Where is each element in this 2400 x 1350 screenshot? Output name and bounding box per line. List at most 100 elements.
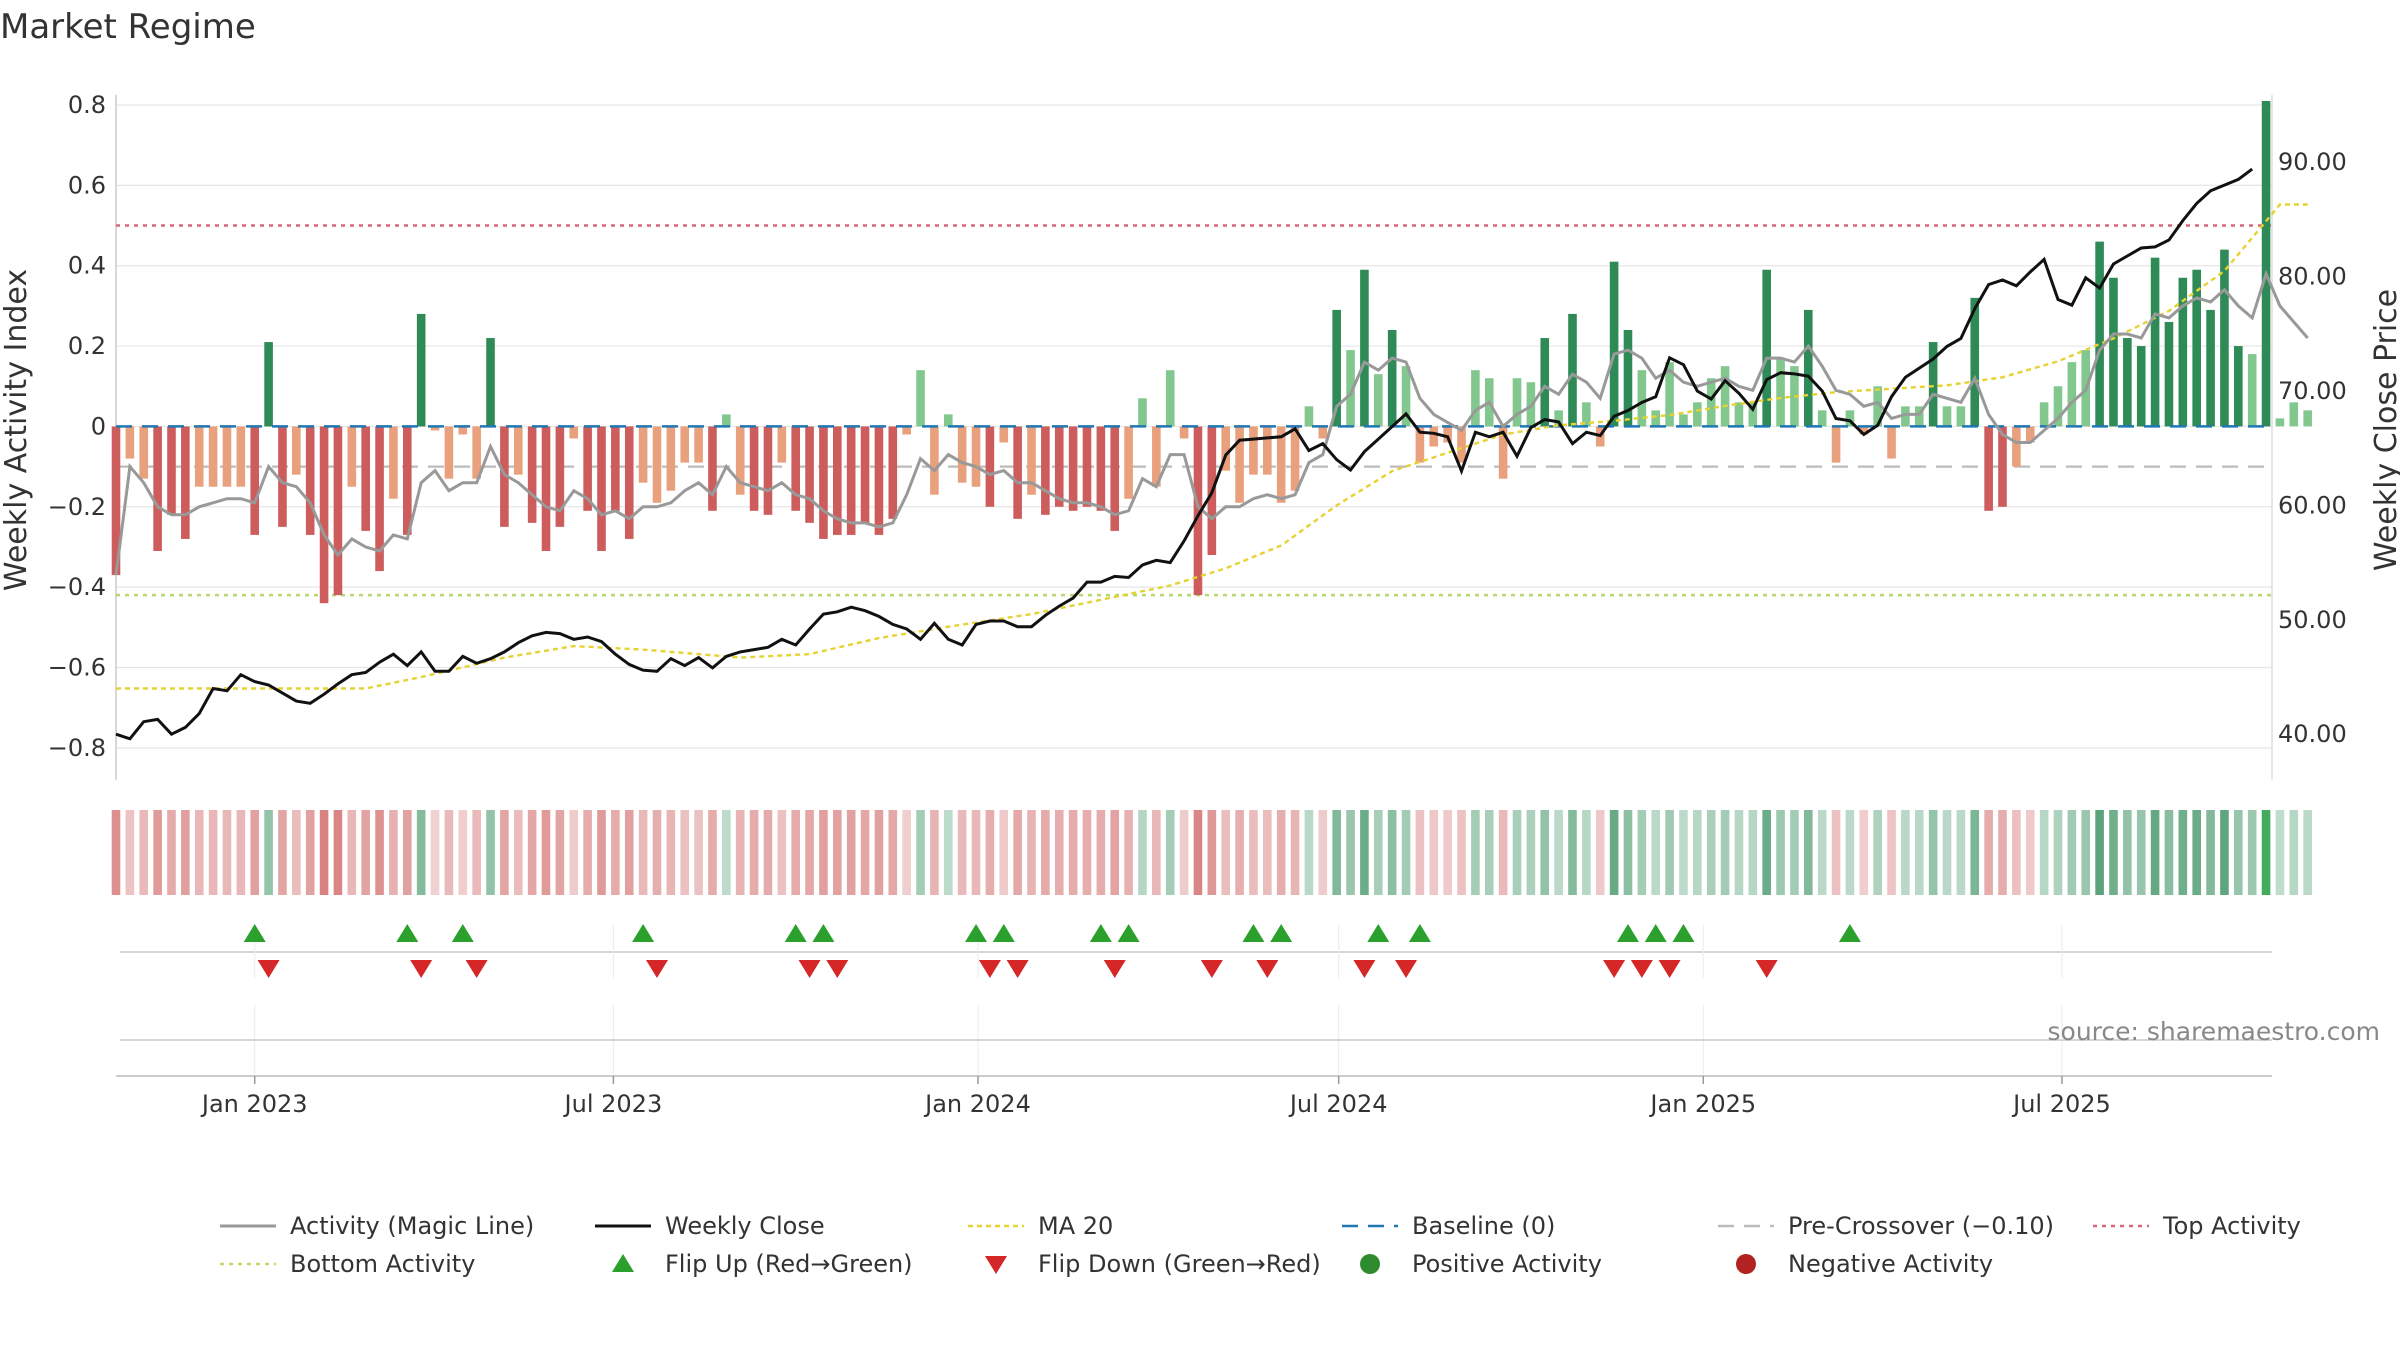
regime-cell <box>971 810 981 895</box>
regime-cell <box>208 810 218 895</box>
regime-cell <box>1817 810 1827 895</box>
date-axis-panel: Jan 2023 Jul 2023 Jan 2024 Jul 2024 Jan 2025… <box>116 1005 2272 1118</box>
legend-item-baseline: Baseline (0) <box>1342 1212 1555 1240</box>
activity-bar <box>1623 330 1633 427</box>
regime-cell <box>1290 810 1300 895</box>
regime-cell <box>1526 810 1536 895</box>
regime-cell <box>1041 810 1050 895</box>
activity-bar <box>1249 426 1258 475</box>
activity-bar <box>2095 241 2104 427</box>
legend-item-precross: Pre-Crossover (−0.10) <box>1718 1212 2054 1240</box>
activity-bar <box>1873 386 1882 427</box>
activity-bar <box>860 426 870 523</box>
activity-bar <box>167 426 176 515</box>
legend-label-close: Weekly Close <box>665 1212 825 1240</box>
regime-cell <box>1568 810 1577 895</box>
activity-bar <box>292 426 301 475</box>
regime-cell <box>957 810 967 895</box>
regime-cell <box>292 810 301 895</box>
regime-cell <box>1110 810 1120 895</box>
activity-bar <box>638 426 648 483</box>
activity-bar <box>361 426 370 531</box>
activity-bar <box>1804 309 1813 427</box>
activity-bar <box>2109 277 2118 427</box>
regime-cell <box>2206 810 2215 895</box>
regime-cell <box>708 810 717 895</box>
activity-bar <box>1068 426 1078 511</box>
y2-axis-label: Weekly Close Price <box>2369 289 2400 571</box>
regime-cell <box>2150 810 2160 895</box>
activity-bar <box>125 426 135 459</box>
y2-tick-label: 80.00 <box>2278 263 2347 291</box>
activity-bar <box>347 426 357 487</box>
y2-tick-label: 90.00 <box>2278 148 2347 176</box>
activity-bar <box>1429 426 1439 447</box>
activity-bar <box>1554 410 1563 427</box>
regime-cell <box>1096 810 1106 895</box>
regime-cell <box>1332 810 1341 895</box>
flip-up-marker <box>1672 924 1695 942</box>
activity-bar <box>1221 426 1231 471</box>
regime-cell <box>472 810 481 895</box>
legend-label-negative: Negative Activity <box>1788 1250 1993 1278</box>
regime-cell <box>569 810 579 895</box>
activity-bar <box>583 426 592 511</box>
regime-cell <box>874 810 884 895</box>
y-tick-label: 0 <box>91 412 106 440</box>
regime-cell <box>916 810 925 895</box>
activity-bar <box>2275 418 2285 427</box>
activity-bar <box>652 426 662 503</box>
activity-bar <box>1498 426 1508 479</box>
regime-cell <box>278 810 287 895</box>
regime-cell <box>1651 810 1661 895</box>
regime-cell <box>416 810 426 895</box>
regime-cell <box>2275 810 2285 895</box>
legend-swatch-negative <box>1736 1254 1756 1274</box>
activity-bar <box>1318 426 1328 439</box>
activity-bar <box>1859 426 1869 435</box>
activity-bar <box>153 426 162 551</box>
regime-cell <box>486 810 495 895</box>
y2-tick-label: 60.00 <box>2278 491 2347 519</box>
flip-up-marker <box>396 924 419 942</box>
flip-up-marker <box>632 924 655 942</box>
regime-cell <box>1956 810 1966 895</box>
regime-cell <box>1637 810 1647 895</box>
regime-cell <box>1429 810 1439 895</box>
activity-bar <box>1609 261 1619 427</box>
regime-cell <box>1554 810 1563 895</box>
regime-cell <box>361 810 370 895</box>
flip-down-marker <box>1103 960 1126 978</box>
regime-cell <box>833 810 842 895</box>
activity-bar <box>763 426 773 515</box>
activity-bar <box>1082 426 1092 507</box>
legend-item-bottom: Bottom Activity <box>220 1250 475 1278</box>
flip-down-marker <box>1395 960 1418 978</box>
activity-bar <box>1027 426 1036 495</box>
flip-up-marker <box>1242 924 1265 942</box>
activity-bar <box>555 426 565 527</box>
regime-cell <box>1804 810 1813 895</box>
regime-cell <box>1845 810 1855 895</box>
regime-cell <box>1887 810 1896 895</box>
regime-cell <box>1679 810 1688 895</box>
activity-bar <box>1914 406 1924 427</box>
regime-cell <box>888 810 898 895</box>
regime-cell <box>1762 810 1771 895</box>
flip-down-marker <box>465 960 488 978</box>
activity-bar <box>111 426 121 576</box>
activity-bar <box>430 426 440 431</box>
activity-bar <box>1193 426 1203 596</box>
regime-cell <box>1387 810 1397 895</box>
regime-cell <box>694 810 703 895</box>
chart-title: Market Regime <box>0 7 256 47</box>
activity-bar <box>735 426 745 495</box>
flip-down-marker <box>978 960 1001 978</box>
activity-bar <box>833 426 842 535</box>
regime-cell <box>1484 810 1494 895</box>
regime-cell <box>389 810 398 895</box>
regime-cell <box>402 810 412 895</box>
legend-item-positive: Positive Activity <box>1360 1250 1602 1278</box>
flip-down-marker <box>1630 960 1653 978</box>
regime-cell <box>2178 810 2188 895</box>
